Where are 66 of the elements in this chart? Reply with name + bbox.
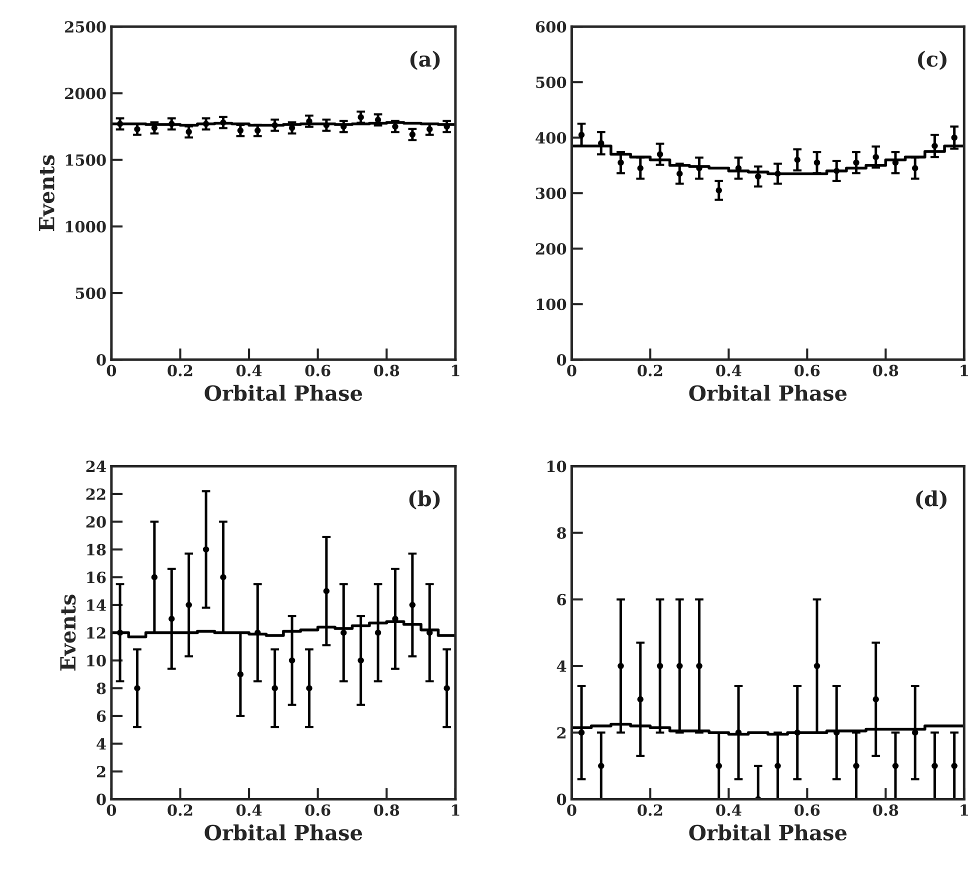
x-tick-label: 0.6 <box>794 364 820 376</box>
y-tick-label: 14 <box>87 599 106 611</box>
y-tick-label: 12 <box>87 627 106 639</box>
x-tick-label: 0.8 <box>873 364 898 376</box>
y-tick-label: 100 <box>536 298 566 310</box>
x-tick-label: 0.8 <box>873 804 898 816</box>
y-tick-label: 0 <box>96 354 106 366</box>
x-axis-title: Orbital Phase <box>689 824 847 841</box>
y-tick-label: 2000 <box>65 88 106 100</box>
x-tick-label: 1 <box>960 804 968 816</box>
y-tick-label: 500 <box>536 76 566 88</box>
y-tick-label: 10 <box>87 654 106 666</box>
y-tick-label: 16 <box>87 572 106 584</box>
x-tick-label: 0 <box>567 804 576 816</box>
annotation: (c) <box>918 50 946 70</box>
x-axis-title: Orbital Phase <box>204 824 362 841</box>
y-tick-label: 18 <box>87 544 106 556</box>
y-tick-label: 6 <box>557 594 566 606</box>
x-tick-label: 0 <box>106 804 116 816</box>
y-tick-label: 0 <box>96 794 106 806</box>
y-tick-label: 2500 <box>65 21 106 33</box>
x-tick-label: 0.4 <box>236 364 262 376</box>
y-tick-label: 24 <box>86 460 106 472</box>
x-tick-label: 0.2 <box>168 364 192 376</box>
y-tick-label: 300 <box>536 188 566 200</box>
x-tick-label: 0.4 <box>716 364 742 376</box>
y-tick-label: 1500 <box>66 154 106 166</box>
y-tick-label: 4 <box>96 738 106 750</box>
y-tick-label: 0 <box>556 354 566 366</box>
y-tick-label: 500 <box>76 288 106 300</box>
x-tick-label: 0.4 <box>236 804 262 816</box>
y-tick-label: 22 <box>86 488 106 500</box>
y-tick-label: 4 <box>556 660 566 672</box>
x-tick-label: 0 <box>106 364 116 376</box>
y-tick-label: 8 <box>557 527 566 539</box>
x-tick-label: 0.4 <box>716 804 742 816</box>
y-tick-label: 600 <box>536 21 566 33</box>
x-tick-label: 0.6 <box>305 364 330 376</box>
x-tick-label: 0.6 <box>305 804 330 816</box>
y-tick-label: 1000 <box>66 220 106 232</box>
x-tick-label: 0.2 <box>638 804 662 816</box>
y-axis-title: Events <box>60 594 76 671</box>
x-tick-label: 1 <box>452 364 460 376</box>
x-tick-label: 0.6 <box>794 804 820 816</box>
x-tick-label: 0.2 <box>168 804 192 816</box>
y-tick-label: 8 <box>96 682 106 694</box>
x-tick-label: 0 <box>567 364 576 376</box>
y-tick-label: 10 <box>547 460 566 472</box>
x-tick-label: 1 <box>960 364 968 376</box>
y-axis-title: Events <box>38 155 54 232</box>
x-tick-label: 0.2 <box>638 364 662 376</box>
y-tick-label: 2 <box>96 766 106 778</box>
annotation: (a) <box>410 50 440 70</box>
annotation: (d) <box>916 490 946 510</box>
y-tick-label: 200 <box>536 243 566 255</box>
y-tick-label: 2 <box>557 727 566 738</box>
y-tick-label: 400 <box>536 132 566 144</box>
annotation: (b) <box>409 490 440 510</box>
x-axis-title: Orbital Phase <box>689 384 847 401</box>
y-tick-label: 6 <box>96 710 106 722</box>
x-tick-label: 0.8 <box>374 804 400 816</box>
x-axis-title: Orbital Phase <box>204 384 362 401</box>
y-tick-label: 0 <box>556 794 566 806</box>
y-tick-label: 20 <box>86 516 106 528</box>
x-tick-label: 0.8 <box>374 364 400 376</box>
x-tick-label: 1 <box>452 804 460 816</box>
